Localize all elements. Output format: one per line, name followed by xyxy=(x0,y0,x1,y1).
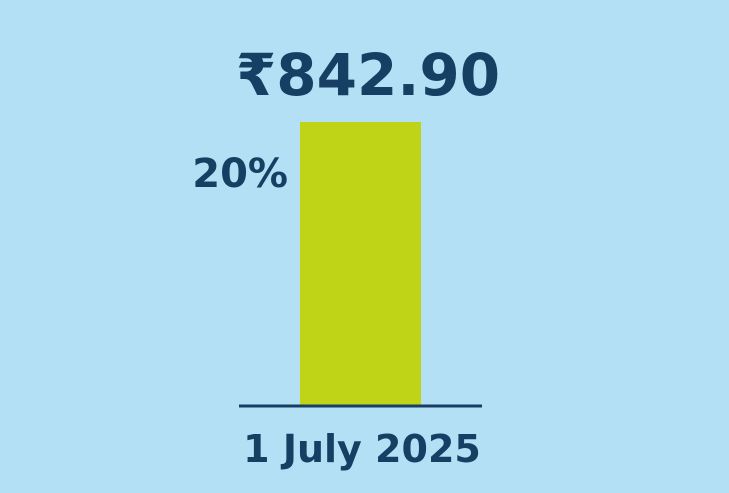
percentage-annotation: 20% xyxy=(192,151,288,197)
bar-1-july-2025 xyxy=(300,122,421,405)
bar-value-label: ₹842.90 xyxy=(236,41,500,109)
category-label: 1 July 2025 xyxy=(243,427,481,471)
